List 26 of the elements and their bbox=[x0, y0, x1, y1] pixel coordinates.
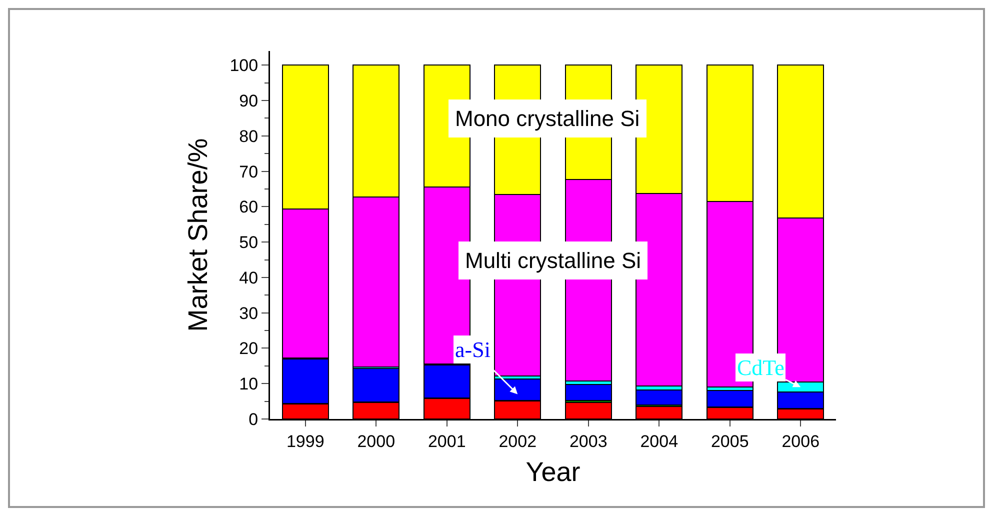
y-tick-label: 10 bbox=[239, 374, 258, 394]
x-tick-label: 2001 bbox=[428, 432, 466, 451]
y-tick-label: 20 bbox=[239, 339, 258, 358]
x-tick-label: 2000 bbox=[357, 432, 396, 451]
x-tick-label: 2004 bbox=[640, 432, 678, 451]
y-tick-label: 80 bbox=[239, 126, 258, 146]
x-tick-label: 2003 bbox=[569, 432, 608, 451]
annotation: Mono crystalline Si bbox=[455, 106, 640, 131]
x-tick-label: 2006 bbox=[782, 432, 820, 451]
y-tick-label: 0 bbox=[248, 410, 258, 429]
y-tick-label: 70 bbox=[239, 162, 258, 182]
annotation: CdTe bbox=[737, 355, 784, 380]
annotation: Multi crystalline Si bbox=[465, 248, 642, 273]
y-tick-label: 90 bbox=[239, 91, 258, 110]
y-tick-label: 50 bbox=[239, 233, 258, 252]
y-tick-label: 30 bbox=[239, 304, 258, 323]
y-axis-title: Market Share/% bbox=[183, 138, 214, 332]
x-tick-label: 2005 bbox=[710, 432, 749, 451]
annotation: a-Si bbox=[455, 337, 490, 362]
y-tick-label: 40 bbox=[239, 268, 258, 288]
x-tick-label: 2002 bbox=[498, 432, 537, 451]
x-tick-label: 1999 bbox=[286, 432, 324, 451]
y-tick-label: 100 bbox=[230, 56, 258, 76]
x-axis-title: Year bbox=[526, 457, 580, 488]
bar bbox=[564, 384, 612, 402]
y-tick-label: 60 bbox=[239, 198, 258, 217]
